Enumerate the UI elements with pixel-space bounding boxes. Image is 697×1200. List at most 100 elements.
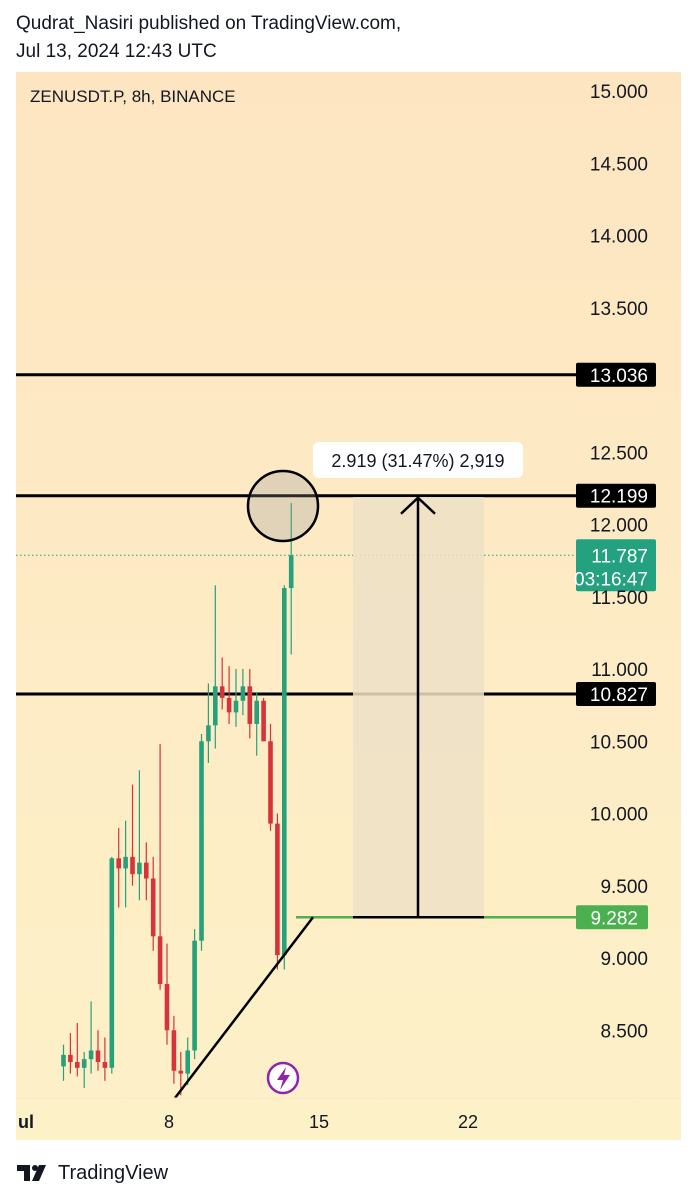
- candle-bearish[interactable]: [226, 666, 232, 724]
- candle-body: [282, 588, 287, 956]
- candle-body: [75, 1062, 80, 1068]
- candle-bullish[interactable]: [81, 1051, 87, 1089]
- candle-bullish[interactable]: [123, 820, 128, 908]
- candle-bullish[interactable]: [199, 734, 204, 951]
- y-tick-label: 11.500: [591, 588, 648, 609]
- candle-body: [240, 686, 246, 701]
- candle-bearish[interactable]: [268, 723, 273, 831]
- candle-bearish[interactable]: [95, 1030, 101, 1071]
- candle-body: [268, 741, 273, 824]
- y-tick-label: 8.500: [600, 1021, 648, 1042]
- y-tick-label: 13.500: [590, 299, 648, 320]
- lightning-bolt: [277, 1067, 290, 1090]
- candle-body: [219, 686, 225, 698]
- candle-bearish[interactable]: [102, 1037, 108, 1081]
- y-tick-label: 12.000: [590, 516, 648, 537]
- y-tick-label: 9.000: [600, 949, 648, 970]
- candle-body: [88, 1050, 94, 1060]
- candle-bearish[interactable]: [261, 697, 266, 742]
- publish-author-line: Qudrat_Nasiri published on TradingView.c…: [16, 13, 402, 34]
- candle-body: [81, 1059, 87, 1068]
- support-price-tag: [576, 905, 648, 930]
- y-tick-label: 14.500: [590, 154, 648, 175]
- candle-bearish[interactable]: [68, 1033, 73, 1074]
- candle-body: [275, 823, 280, 956]
- y-tick-label: 11.000: [591, 660, 648, 681]
- candle-bearish[interactable]: [219, 657, 225, 710]
- candle-bullish[interactable]: [206, 683, 211, 763]
- tradingview-logo-icon: [17, 1165, 46, 1181]
- candle-bullish[interactable]: [213, 585, 218, 749]
- candle-bullish[interactable]: [185, 1037, 190, 1086]
- candle-body: [254, 700, 259, 724]
- candle-body: [130, 856, 135, 875]
- candle-body: [199, 741, 204, 941]
- current-price-tag: [576, 539, 656, 592]
- measure-arrow-head: [400, 496, 436, 515]
- candle-bullish[interactable]: [192, 929, 197, 1060]
- measure-label: 2.919 (31.47%) 2,919: [331, 451, 504, 471]
- highlight-circle[interactable]: [246, 469, 320, 543]
- candle-body: [61, 1054, 66, 1067]
- candle-bullish[interactable]: [288, 502, 294, 655]
- y-tick-label: 10.000: [590, 805, 648, 826]
- candle-bullish[interactable]: [254, 692, 259, 756]
- candle-body: [247, 686, 253, 724]
- current-price-label: 11.787: [591, 546, 648, 567]
- bar-countdown-label: 03:16:47: [574, 569, 648, 590]
- y-tick-label: 12.500: [590, 443, 648, 464]
- candle-bearish[interactable]: [130, 784, 135, 886]
- level-price-tag: [576, 362, 656, 387]
- candle-bearish[interactable]: [157, 744, 163, 990]
- candle-bearish[interactable]: [116, 827, 121, 908]
- chart-background: [16, 72, 681, 1140]
- candle-bullish[interactable]: [61, 1044, 66, 1081]
- candle-bearish[interactable]: [150, 856, 156, 951]
- publish-date-line: Jul 13, 2024 12:43 UTC: [16, 41, 217, 62]
- publish-header: Qudrat_Nasiri published on TradingView.c…: [16, 10, 401, 66]
- candle-bullish[interactable]: [233, 669, 239, 727]
- candle-bearish[interactable]: [247, 669, 253, 739]
- measure-label-box: [313, 442, 523, 478]
- candle-body: [185, 1050, 190, 1074]
- candle-bullish[interactable]: [282, 585, 287, 970]
- candle-bullish[interactable]: [88, 1001, 94, 1074]
- y-tick-label: 15.000: [590, 82, 648, 103]
- x-tick-label: ul: [18, 1112, 34, 1132]
- candle-body: [150, 878, 156, 937]
- candle-body: [178, 1070, 184, 1074]
- candle-bearish[interactable]: [178, 1051, 184, 1096]
- y-tick-label: 9.500: [600, 877, 648, 898]
- chart-title: ZENUSDT.P, 8h, BINANCE: [30, 87, 236, 106]
- candle-body: [213, 686, 218, 726]
- candle-body: [233, 700, 239, 713]
- candle-body: [116, 858, 121, 869]
- candle-body: [102, 1062, 108, 1068]
- support-price-label: 9.282: [590, 908, 638, 929]
- candle-body: [164, 984, 170, 1031]
- lightning-icon[interactable]: [266, 1061, 300, 1095]
- level-price-tag: [576, 483, 656, 508]
- candle-body: [226, 697, 232, 713]
- tradingview-footer: TradingView: [16, 1158, 168, 1188]
- level-price-label: 10.827: [590, 685, 648, 706]
- candle-bearish[interactable]: [164, 943, 170, 1045]
- candle-bullish[interactable]: [109, 856, 115, 1074]
- candle-body: [171, 1030, 177, 1071]
- candle-body: [137, 862, 142, 875]
- candle-bearish[interactable]: [275, 813, 280, 970]
- candle-bullish[interactable]: [137, 770, 142, 901]
- candle-bearish[interactable]: [171, 1015, 177, 1084]
- tradingview-brand: TradingView: [58, 1161, 169, 1184]
- candle-bearish[interactable]: [144, 842, 149, 901]
- candle-bullish[interactable]: [240, 669, 246, 716]
- level-price-tag: [576, 681, 656, 706]
- candle-bearish[interactable]: [75, 1023, 80, 1077]
- candle-body: [192, 940, 197, 1051]
- x-tick-label: 8: [164, 1112, 174, 1132]
- candle-body: [261, 700, 266, 742]
- trend-line[interactable]: [174, 916, 314, 1099]
- candle-body: [68, 1054, 73, 1063]
- candle-body: [157, 936, 163, 985]
